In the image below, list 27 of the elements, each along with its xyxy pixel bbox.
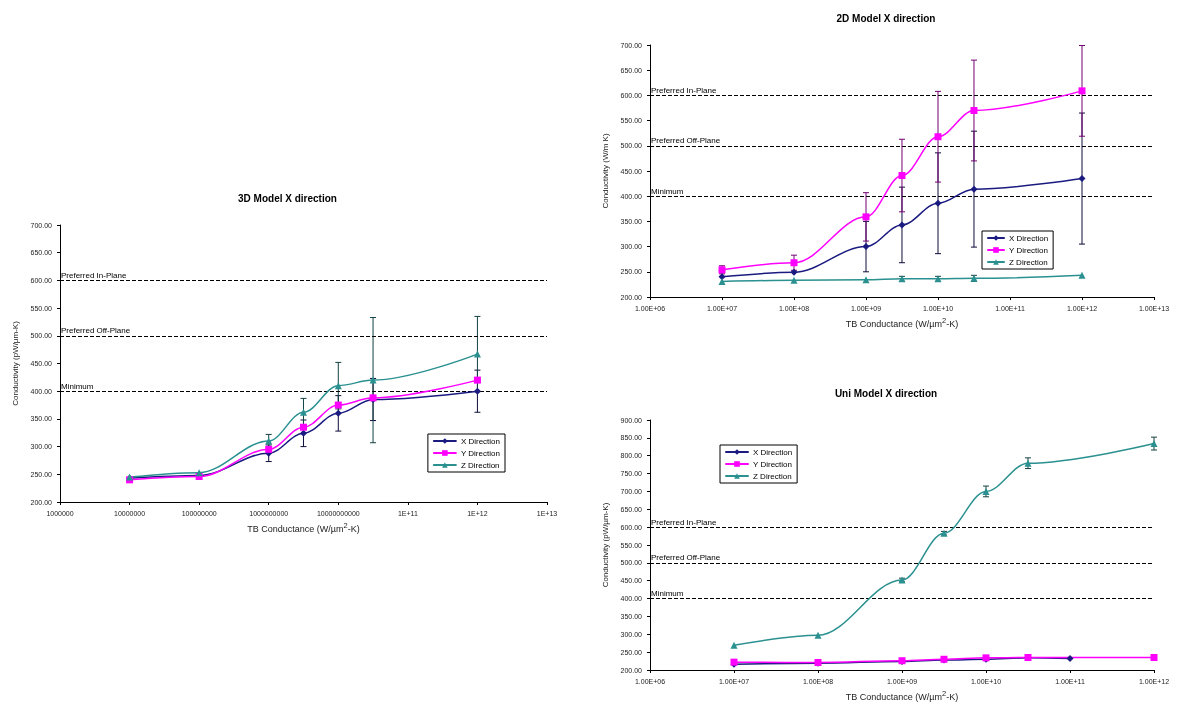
chart-title: 2D Model X direction — [836, 12, 936, 24]
ref-line-label: Preferred Off-Plane — [61, 326, 131, 336]
y-axis-title: Conductivity (pW/µm-K) — [601, 502, 611, 588]
ref-line-label: Preferred Off-Plane — [651, 553, 721, 563]
ref-line-label: Minimum — [651, 186, 684, 196]
x-axis-title: TB Conductance (W/µm$^{2}$-K) — [844, 689, 960, 702]
ref-line-label: Preferred In-Plane — [61, 270, 127, 280]
chart-title: Uni Model X direction — [834, 387, 938, 399]
legend-label: Y Direction — [1009, 245, 1048, 255]
chart-title: 3D Model X direction — [238, 192, 337, 204]
ref-line-label: Minimum — [651, 589, 684, 599]
ref-line-label: Preferred In-Plane — [651, 85, 717, 95]
legend-label: Y Direction — [460, 448, 500, 458]
ref-line-label: Minimum — [61, 381, 94, 391]
legend-label: X Direction — [1009, 233, 1049, 243]
legend-label: X Direction — [753, 447, 793, 457]
legend-label: Z Direction — [460, 460, 500, 470]
legend-label: Z Direction — [1009, 257, 1048, 267]
ref-line-label: Preferred Off-Plane — [651, 136, 721, 146]
y-axis-title: Conductivity (W/m K) — [601, 133, 611, 209]
legend-label: Y Direction — [753, 459, 792, 469]
x-axis-title: TB Conductance (W/µm$^{2}$-K) — [246, 521, 361, 534]
y-axis-title: Conductivity (pW/µm-K) — [11, 320, 21, 406]
legend-label: X Direction — [460, 436, 500, 446]
x-axis-title: TB Conductance (W/µm$^{2}$-K) — [844, 316, 960, 329]
ref-line-label: Preferred In-Plane — [651, 517, 717, 527]
legend-label: Z Direction — [753, 471, 792, 481]
